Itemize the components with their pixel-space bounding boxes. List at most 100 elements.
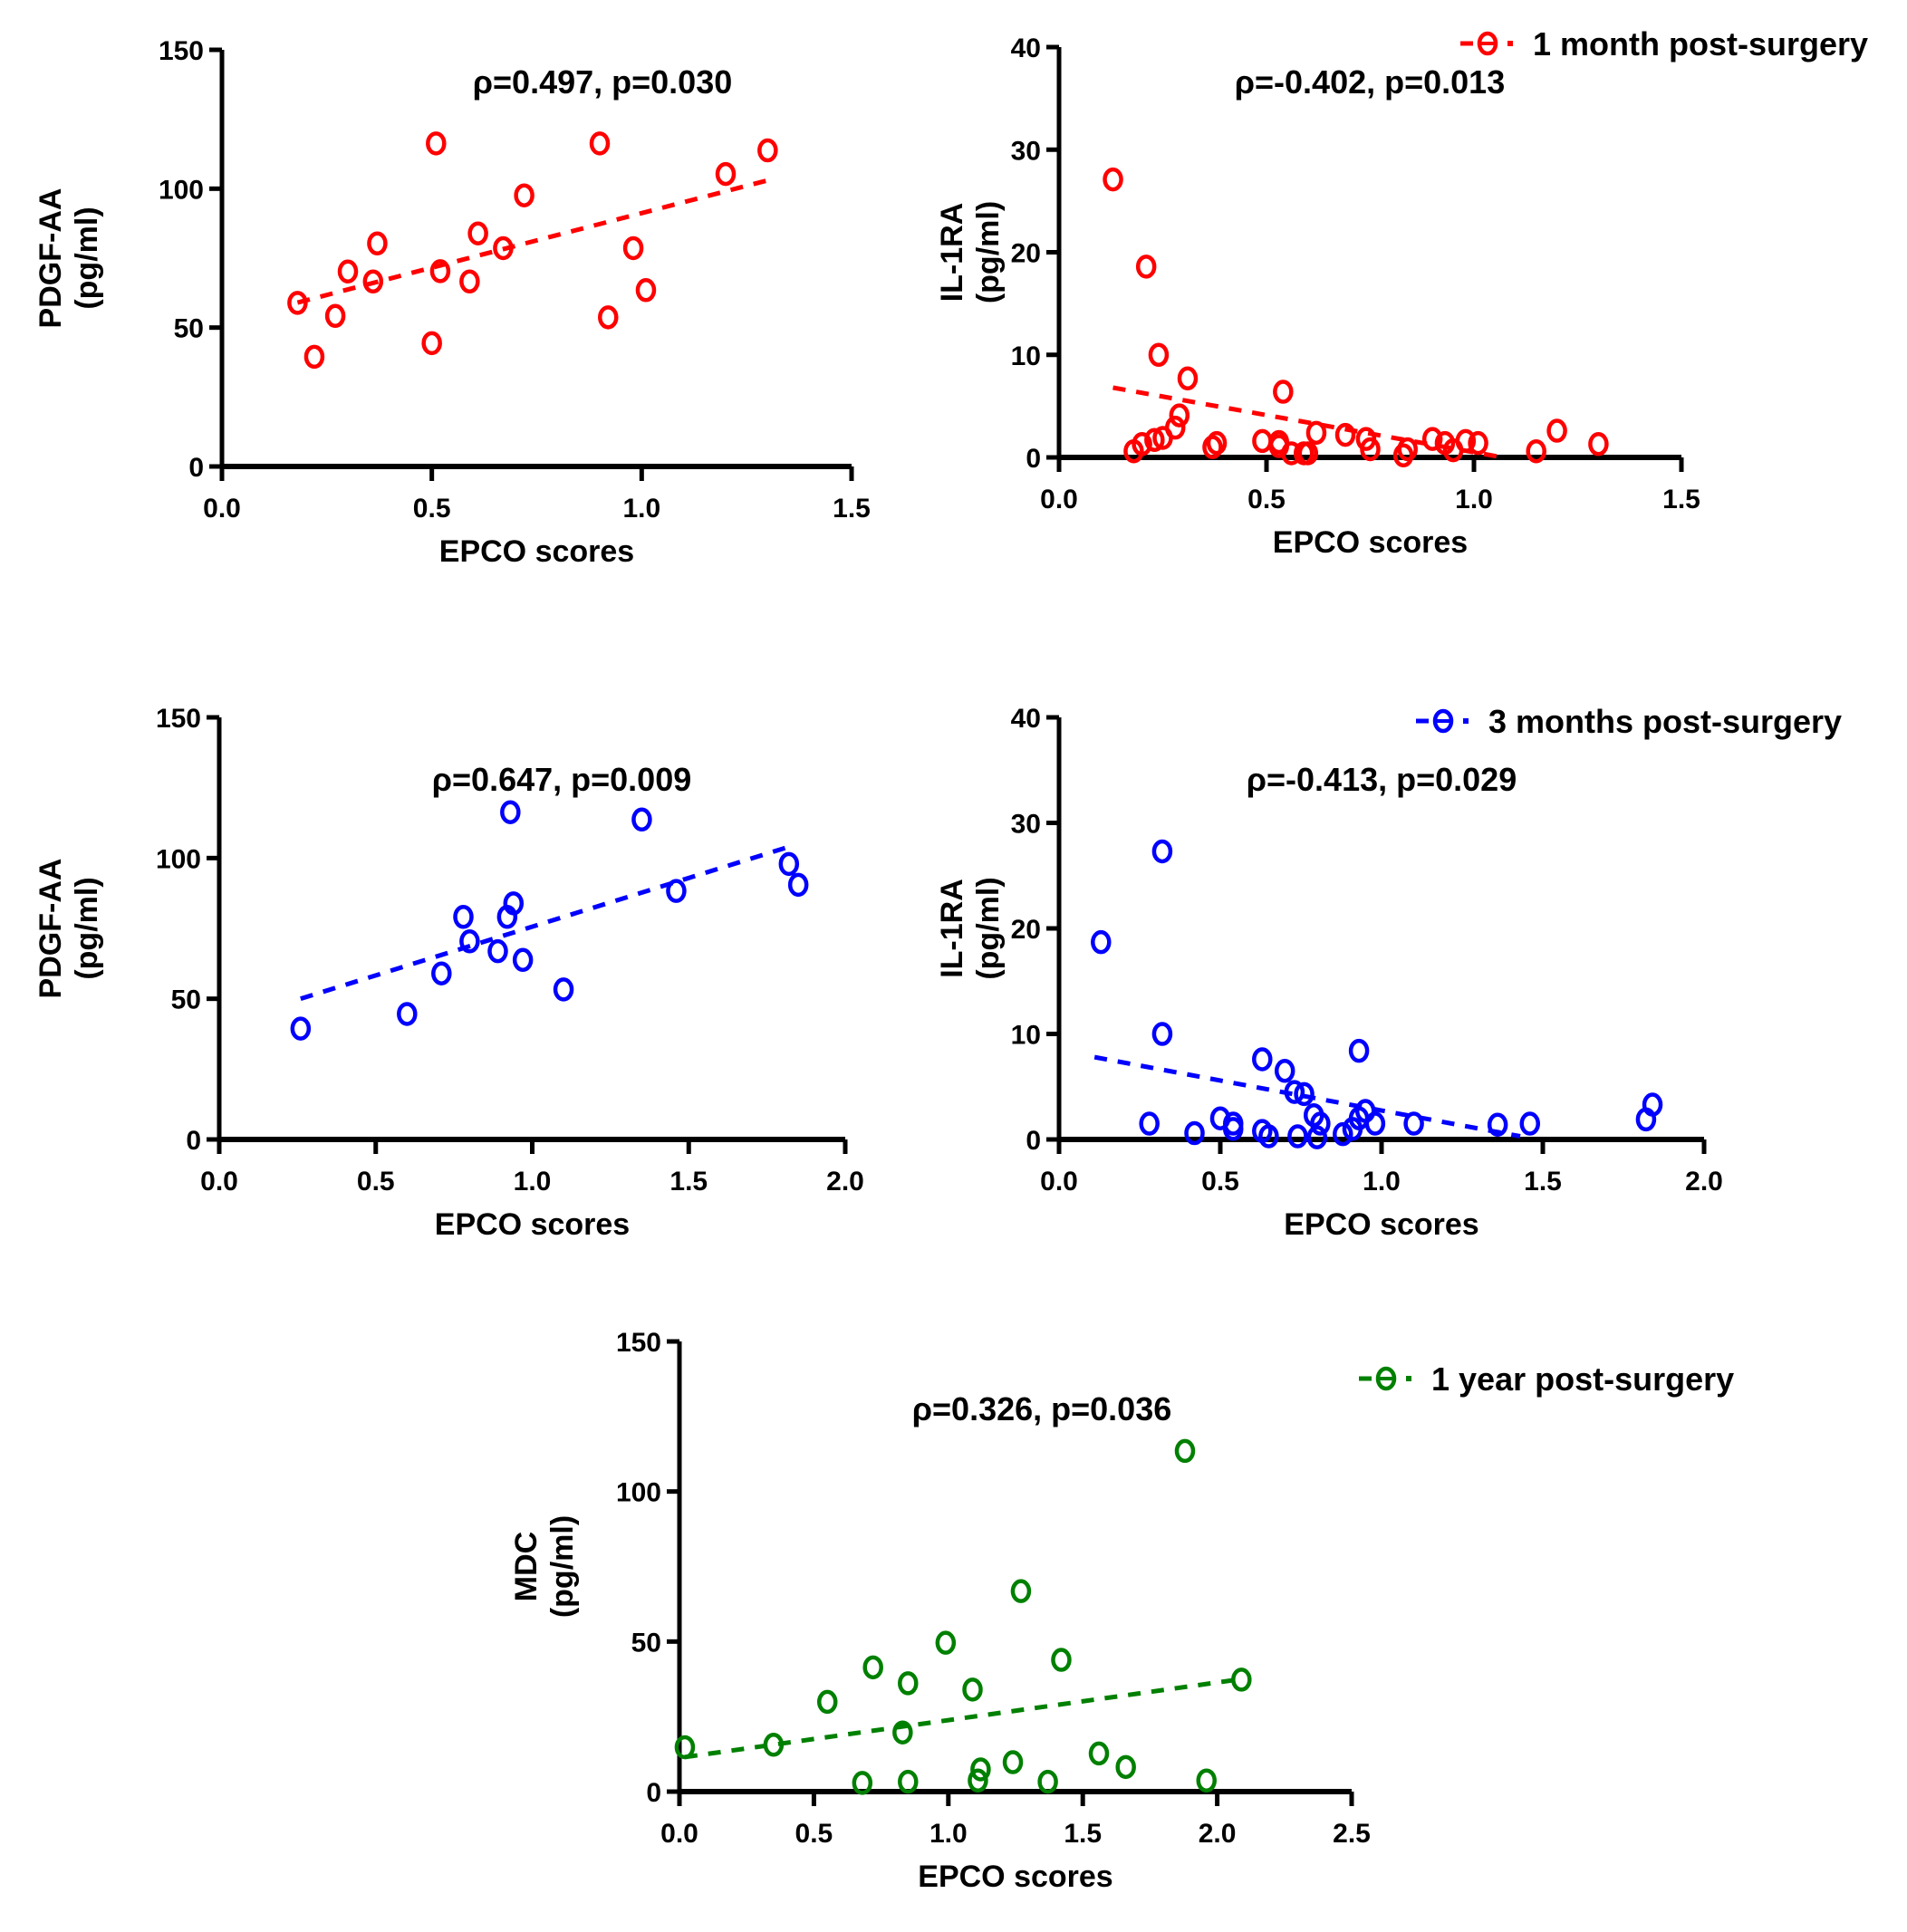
data-point bbox=[1174, 1438, 1196, 1464]
y-tick-label: 10 bbox=[1011, 341, 1041, 371]
chart-panel-4: 0 10 20 30 40 0.0 0.5 1.0 1.5 2.0 EPCO scores IL-1R… bbox=[935, 703, 1842, 1242]
data-point bbox=[816, 1689, 838, 1715]
data-point bbox=[1139, 1111, 1160, 1136]
data-point bbox=[1123, 438, 1144, 464]
data-point bbox=[429, 259, 451, 284]
data-point bbox=[426, 131, 447, 156]
data-point bbox=[1135, 255, 1157, 279]
data-point bbox=[1151, 839, 1173, 864]
y-tick-label: 0 bbox=[1026, 444, 1041, 474]
correlation-annotation: ρ=0.497, p=0.030 bbox=[473, 63, 733, 101]
data-point bbox=[1305, 420, 1327, 446]
correlation-annotation: ρ=-0.402, p=0.013 bbox=[1235, 63, 1505, 101]
legend-dot bbox=[1406, 1376, 1411, 1381]
y-tick-label: 40 bbox=[1011, 34, 1041, 63]
x-tick-label: 1.0 bbox=[622, 494, 660, 524]
x-tick-label: 0.5 bbox=[357, 1167, 395, 1197]
x-tick-label: 1.0 bbox=[929, 1819, 968, 1849]
data-point bbox=[421, 331, 442, 356]
data-point bbox=[935, 1630, 957, 1655]
y-axis-unit: (pg/ml) bbox=[971, 201, 1006, 303]
legend: 3 months post-surgery bbox=[1416, 703, 1842, 740]
y-tick-label: 150 bbox=[159, 36, 204, 66]
data-point bbox=[503, 891, 525, 916]
data-point bbox=[1196, 1768, 1217, 1793]
data-point bbox=[1588, 432, 1609, 457]
chart-panel-3: 0 50 100 150 0.0 0.5 1.0 1.5 2.0 EPCO scores PDGF-… bbox=[34, 704, 864, 1242]
data-point bbox=[1091, 929, 1112, 955]
data-point bbox=[757, 138, 778, 163]
x-tick-label: 0.5 bbox=[413, 494, 451, 524]
x-tick-label: 0.5 bbox=[1201, 1167, 1239, 1197]
y-tick-label: 100 bbox=[159, 175, 204, 205]
data-point bbox=[1202, 435, 1223, 459]
data-point bbox=[666, 879, 687, 903]
data-point bbox=[362, 269, 384, 294]
data-point bbox=[1310, 1111, 1331, 1136]
data-point bbox=[635, 278, 657, 303]
x-tick-label: 1.5 bbox=[669, 1167, 708, 1197]
legend: 1 year post-surgery bbox=[1359, 1360, 1734, 1398]
y-axis-unit: (pg/ml) bbox=[70, 207, 104, 309]
data-point bbox=[1642, 1092, 1663, 1117]
x-tick-label: 0.0 bbox=[1040, 1167, 1078, 1197]
chart-panel-1: 0 50 100 150 0.0 0.5 1.0 1.5 EPCO scores PDGF-AA(… bbox=[34, 36, 871, 569]
x-tick-label: 2.0 bbox=[1199, 1819, 1237, 1849]
data-point bbox=[1403, 1111, 1424, 1136]
y-tick-label: 20 bbox=[1011, 239, 1041, 269]
legend: 1 month post-surgery bbox=[1460, 25, 1868, 62]
data-point bbox=[1051, 1648, 1072, 1672]
y-tick-label: 0 bbox=[646, 1778, 661, 1808]
legend-dot bbox=[1507, 41, 1513, 46]
data-point bbox=[763, 1733, 785, 1757]
data-point bbox=[1151, 1022, 1173, 1046]
data-point bbox=[778, 851, 800, 877]
x-axis-title: EPCO scores bbox=[1284, 1207, 1478, 1242]
chart-panel-2: 0 10 20 30 40 0.0 0.5 1.0 1.5 EPCO scores IL-1RA (p… bbox=[935, 25, 1868, 560]
y-axis-title: MDC bbox=[509, 1532, 544, 1601]
data-point bbox=[287, 291, 308, 315]
y-axis-title: IL-1RA bbox=[935, 203, 969, 303]
x-tick-label: 2.5 bbox=[1333, 1819, 1371, 1849]
correlation-annotation: ρ=-0.413, p=0.029 bbox=[1247, 761, 1517, 798]
data-point bbox=[500, 800, 521, 824]
data-point bbox=[1348, 1038, 1370, 1063]
data-point bbox=[862, 1655, 883, 1680]
data-point bbox=[459, 269, 480, 294]
data-point bbox=[1148, 342, 1170, 367]
legend-dot bbox=[1463, 718, 1469, 724]
y-tick-label: 10 bbox=[1011, 1021, 1041, 1051]
data-point bbox=[1455, 428, 1477, 454]
data-point bbox=[1397, 437, 1418, 462]
x-axis-title: EPCO scores bbox=[435, 1207, 630, 1242]
data-point bbox=[367, 231, 388, 255]
x-tick-label: 2.0 bbox=[1685, 1167, 1723, 1197]
data-point bbox=[1274, 1059, 1295, 1083]
legend-label: 3 months post-surgery bbox=[1488, 703, 1842, 740]
data-point bbox=[493, 235, 514, 261]
data-point bbox=[487, 938, 508, 964]
data-point bbox=[787, 872, 809, 898]
data-point bbox=[1284, 1080, 1305, 1104]
data-point bbox=[1333, 1121, 1353, 1147]
y-tick-label: 150 bbox=[156, 704, 201, 734]
data-point bbox=[1002, 1750, 1024, 1774]
data-point bbox=[1115, 1754, 1136, 1780]
data-point bbox=[337, 259, 359, 284]
data-point bbox=[1010, 1579, 1032, 1603]
data-point bbox=[467, 221, 488, 245]
data-point bbox=[970, 1757, 991, 1782]
data-point bbox=[674, 1735, 696, 1760]
y-tick-label: 30 bbox=[1011, 810, 1041, 840]
data-point bbox=[1526, 438, 1546, 464]
y-tick-label: 50 bbox=[171, 985, 201, 1015]
data-point bbox=[892, 1720, 913, 1745]
y-axis-unit: (pg/ml) bbox=[70, 877, 104, 979]
data-point bbox=[715, 161, 737, 187]
data-point bbox=[1144, 428, 1165, 452]
data-point bbox=[1184, 1120, 1205, 1146]
data-point bbox=[1297, 441, 1319, 466]
x-tick-label: 0.0 bbox=[1040, 485, 1078, 514]
x-tick-label: 0.5 bbox=[795, 1819, 833, 1849]
x-tick-label: 1.5 bbox=[1662, 485, 1700, 514]
